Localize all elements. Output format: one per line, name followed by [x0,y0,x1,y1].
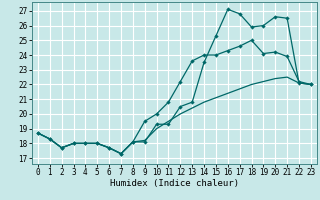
X-axis label: Humidex (Indice chaleur): Humidex (Indice chaleur) [110,179,239,188]
